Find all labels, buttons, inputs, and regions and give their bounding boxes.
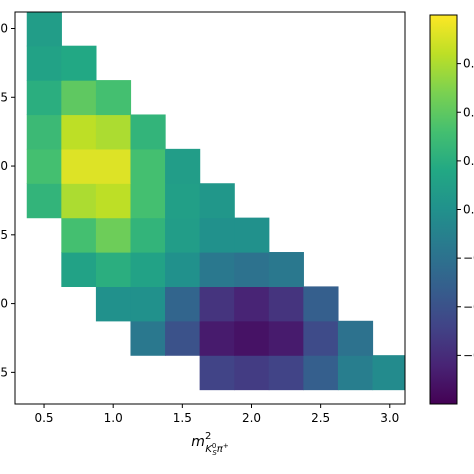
heat-cell xyxy=(61,183,97,219)
x-tick-label: 3.0 xyxy=(380,411,399,425)
x-tick-label: 2.0 xyxy=(242,411,261,425)
xlabel-part: 2 xyxy=(205,431,211,442)
heat-cell xyxy=(165,148,201,184)
y-tick-label: 5 xyxy=(0,365,8,379)
colorbar xyxy=(429,14,458,405)
xlabel-part: m xyxy=(191,434,205,450)
heat-cell xyxy=(199,252,235,287)
x-tick-label: 2.5 xyxy=(311,411,330,425)
y-tick-label: 0 xyxy=(0,22,8,36)
heatmap xyxy=(26,12,405,391)
heat-cell xyxy=(372,355,405,391)
heat-cell xyxy=(95,183,132,219)
heat-cell xyxy=(95,114,132,150)
heat-cell xyxy=(95,80,132,116)
heat-cell xyxy=(303,320,339,356)
heat-cell xyxy=(130,286,166,322)
y-tick-label: 5 xyxy=(0,228,8,242)
heat-cell xyxy=(234,320,270,356)
heat-cell xyxy=(337,320,374,356)
xlabel-part: K xyxy=(205,444,213,455)
heat-cell xyxy=(268,286,304,322)
heat-cell xyxy=(130,148,166,184)
heat-cell xyxy=(95,286,132,322)
heat-cell xyxy=(337,355,374,391)
heat-cell xyxy=(95,217,132,253)
heat-cell xyxy=(199,355,235,391)
heat-cell xyxy=(130,320,166,356)
x-tick-label: 0.5 xyxy=(34,411,53,425)
heat-cell xyxy=(303,355,339,391)
x-tick-label: 1.0 xyxy=(104,411,123,425)
heat-cell xyxy=(26,114,62,150)
colorbar-tick-label: −0 xyxy=(463,348,474,362)
colorbar-tick-label: −0 xyxy=(463,251,474,265)
heat-cell xyxy=(199,183,235,219)
heat-cell xyxy=(199,217,235,253)
colorbar-tick-label: 0. xyxy=(463,57,474,71)
heat-cell xyxy=(95,148,132,184)
heat-cell xyxy=(234,252,270,287)
heat-cell xyxy=(268,355,304,391)
heat-cell xyxy=(61,252,97,287)
heat-cell xyxy=(165,183,201,219)
plot-frame xyxy=(14,11,406,405)
heat-cell xyxy=(61,80,97,116)
heat-cell xyxy=(303,286,339,322)
xlabel-part: 0 xyxy=(212,442,216,450)
heat-cell xyxy=(61,148,97,184)
heat-cell xyxy=(268,252,304,287)
heat-cell xyxy=(130,114,166,150)
xlabel-part: π xyxy=(217,444,224,455)
heat-cell xyxy=(61,114,97,150)
heat-cell xyxy=(234,355,270,391)
y-tick-label: 5 xyxy=(0,90,8,104)
heat-cell xyxy=(130,217,166,253)
x-tick-label: 1.5 xyxy=(173,411,192,425)
heat-cell xyxy=(199,320,235,356)
heat-cell xyxy=(234,217,270,253)
heat-cell xyxy=(165,320,201,356)
colorbar-tick-label: −0 xyxy=(463,300,474,314)
x-axis-label: m2 K0 Sπ+ xyxy=(191,431,229,457)
heat-cell xyxy=(165,252,201,287)
heat-cell xyxy=(26,45,62,81)
xlabel-part: + xyxy=(223,442,229,450)
colorbar-tick-label: 0. xyxy=(463,203,474,217)
y-tick-label: 0 xyxy=(0,159,8,173)
heat-cell xyxy=(199,286,235,322)
y-tick-label: 0 xyxy=(0,297,8,311)
heat-cell xyxy=(234,286,270,322)
heat-cell xyxy=(26,148,62,184)
xlabel-part: S xyxy=(212,449,217,457)
heat-cell xyxy=(61,217,97,253)
heat-cell xyxy=(130,252,166,287)
heat-cell xyxy=(26,80,62,116)
colorbar-tick-label: 0. xyxy=(463,105,474,119)
heat-cell xyxy=(26,12,62,47)
heat-cell xyxy=(130,183,166,219)
heat-cell xyxy=(165,217,201,253)
heat-cell xyxy=(26,183,62,219)
heat-cell xyxy=(61,45,97,81)
heat-cell xyxy=(165,286,201,322)
heat-cell xyxy=(268,320,304,356)
colorbar-tick-label: 0. xyxy=(463,154,474,168)
heat-cell xyxy=(95,252,132,287)
